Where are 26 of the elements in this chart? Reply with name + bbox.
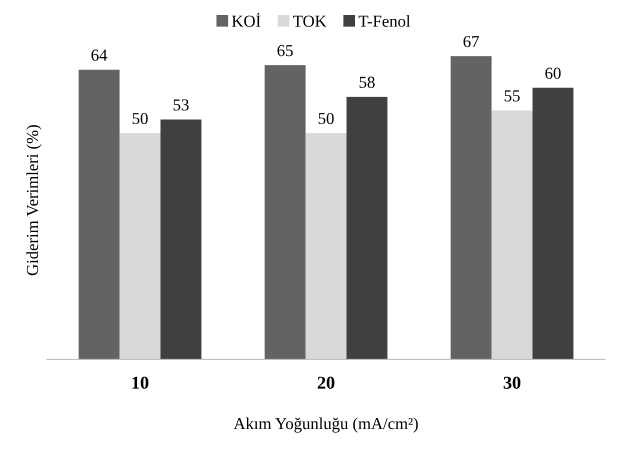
bar (492, 110, 533, 360)
data-label: 50 (318, 112, 334, 124)
bar (78, 70, 120, 360)
data-label: 60 (545, 68, 561, 79)
x-tick-label: 10 (132, 376, 148, 389)
data-label: 67 (464, 36, 479, 48)
bar (450, 56, 492, 360)
legend-label: TOK (293, 16, 327, 27)
legend-label: KOİ (232, 12, 260, 27)
data-label: 65 (278, 45, 293, 56)
data-label: 53 (174, 99, 189, 111)
legend-label: T-Fenol (358, 15, 410, 27)
x-tick-label: 30 (504, 376, 520, 389)
bar (306, 133, 346, 360)
data-label: 64 (91, 50, 108, 61)
bar (532, 88, 574, 360)
bar (160, 120, 202, 360)
data-label: 50 (132, 112, 148, 124)
x-axis-title: Akım Yoğunluğu (mA/cm²) (234, 417, 418, 433)
y-axis-title: Giderim Verimleri (%) (26, 125, 42, 276)
x-tick-label: 20 (318, 376, 334, 389)
bar (120, 133, 160, 360)
data-label: 58 (360, 76, 375, 88)
bar (346, 96, 388, 360)
bar (264, 65, 306, 360)
data-label: 55 (504, 90, 520, 102)
